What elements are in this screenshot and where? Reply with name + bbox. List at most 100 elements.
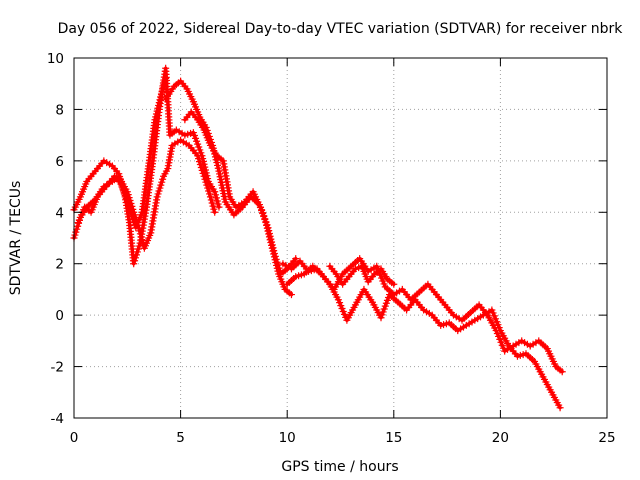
data-point: [204, 184, 212, 192]
data-point: [159, 175, 167, 183]
data-point: [132, 254, 140, 262]
data-point: [380, 280, 388, 288]
x-tick-label: 20: [492, 430, 509, 446]
data-point: [130, 260, 138, 268]
data-point: [153, 193, 161, 201]
data-point: [379, 277, 387, 285]
data-point: [488, 306, 496, 314]
data-layer: [70, 64, 566, 412]
data-point: [161, 78, 169, 86]
data-point: [202, 178, 210, 186]
data-point: [336, 299, 344, 307]
data-point: [195, 155, 203, 163]
data-point: [270, 249, 278, 257]
y-tick-label: 4: [55, 205, 64, 221]
data-point: [337, 302, 345, 310]
data-series-track-g: [283, 262, 564, 412]
data-point: [154, 190, 162, 198]
x-tick-label: 10: [279, 430, 296, 446]
data-point: [496, 335, 504, 343]
grid-layer: [74, 58, 607, 418]
data-point: [126, 206, 134, 214]
data-point: [201, 175, 209, 183]
data-point: [197, 163, 205, 171]
data-point: [263, 221, 271, 229]
data-point: [157, 181, 165, 189]
data-point: [158, 87, 166, 95]
x-tick-label: 0: [70, 430, 79, 446]
y-tick-label: 10: [47, 51, 64, 67]
data-series-track-c: [74, 75, 170, 232]
data-point: [334, 296, 342, 304]
data-point: [195, 158, 203, 166]
data-point: [272, 255, 280, 263]
data-point: [199, 169, 207, 177]
data-point: [495, 324, 503, 332]
data-point: [275, 264, 283, 272]
data-point: [159, 84, 167, 92]
data-point: [211, 208, 219, 216]
data-point: [340, 310, 348, 318]
data-point: [378, 274, 386, 282]
plot-frame: [73, 57, 608, 419]
data-point: [494, 321, 502, 329]
data-point: [259, 209, 267, 217]
y-tick-label: 8: [55, 102, 64, 118]
data-point: [274, 261, 282, 269]
data-point: [556, 404, 564, 412]
data-point: [262, 218, 270, 226]
data-point: [203, 181, 211, 189]
data-point: [351, 265, 359, 273]
data-point: [373, 262, 381, 270]
data-point: [390, 280, 398, 288]
data-point: [198, 166, 206, 174]
x-tick-label: 25: [598, 430, 615, 446]
data-point: [207, 196, 215, 204]
data-point: [211, 188, 219, 196]
data-point: [210, 205, 218, 213]
data-point: [128, 212, 136, 220]
data-point: [376, 271, 384, 279]
y-tick-label: 0: [55, 308, 64, 324]
x-tick-label: 5: [176, 430, 185, 446]
data-point: [206, 190, 214, 198]
data-point: [134, 245, 142, 253]
data-point: [489, 309, 497, 317]
data-point: [127, 209, 135, 217]
data-point: [498, 341, 506, 349]
data-series-track-e: [181, 108, 300, 278]
data-point: [260, 212, 268, 220]
data-point: [155, 187, 163, 195]
data-point: [125, 203, 133, 211]
data-point: [497, 338, 505, 346]
data-point: [292, 255, 300, 263]
data-point: [495, 332, 503, 340]
data-point: [212, 191, 220, 199]
data-point: [209, 202, 217, 210]
data-point: [200, 172, 208, 180]
data-point: [215, 203, 223, 211]
y-tick-label: 6: [55, 154, 64, 170]
data-point: [156, 184, 164, 192]
data-point: [287, 291, 295, 299]
tick-layer: 0 5 10 15 20 25 -4 -2 0 2 4 6 8 10: [47, 51, 616, 446]
data-point: [558, 368, 566, 376]
data-point: [160, 81, 168, 89]
data-point: [205, 187, 213, 195]
data-point: [499, 344, 507, 352]
data-point: [135, 242, 143, 250]
x-tick-label: 15: [385, 430, 402, 446]
data-point: [71, 231, 79, 239]
data-point: [131, 257, 139, 265]
data-point: [339, 307, 347, 315]
data-point: [162, 75, 170, 83]
data-point: [492, 315, 500, 323]
data-point: [338, 305, 346, 313]
data-point: [129, 215, 137, 223]
y-tick-label: -4: [51, 411, 64, 427]
data-point: [273, 258, 281, 266]
data-point: [194, 152, 202, 160]
